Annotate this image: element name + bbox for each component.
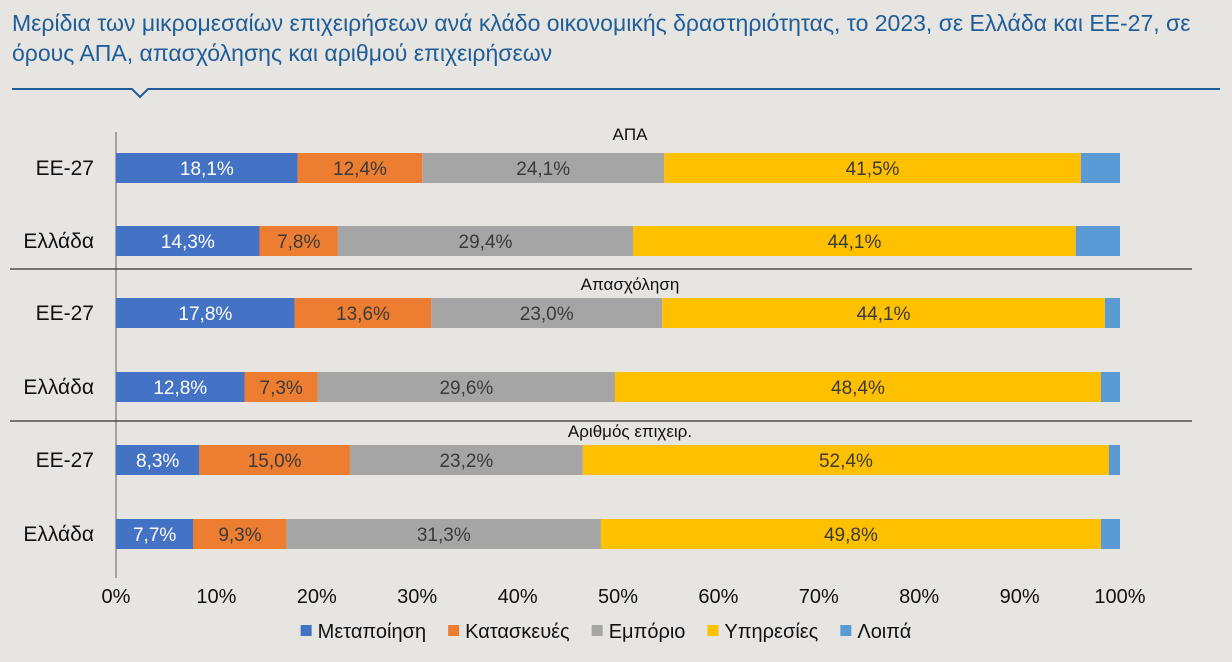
bar-segment bbox=[294, 298, 432, 328]
legend-label: Μεταποίηση bbox=[318, 621, 426, 643]
x-tick-label: 80% bbox=[899, 586, 939, 608]
data-label: 23,2% bbox=[439, 451, 493, 472]
bar-segment bbox=[1100, 372, 1120, 402]
data-label: 14,3% bbox=[161, 232, 215, 253]
bar-segment bbox=[614, 372, 1101, 402]
bar-segment bbox=[582, 445, 1109, 475]
category-label: ΕΕ-27 bbox=[36, 157, 94, 180]
x-tick-label: 20% bbox=[297, 586, 337, 608]
data-label: 29,4% bbox=[459, 232, 513, 253]
legend-swatch bbox=[300, 625, 312, 636]
data-label: 17,8% bbox=[178, 304, 232, 325]
data-label: 15,0% bbox=[248, 451, 302, 472]
data-label: 13,6% bbox=[336, 304, 390, 325]
data-label: 9,3% bbox=[218, 525, 261, 546]
bar-segment bbox=[116, 298, 295, 328]
x-tick-label: 50% bbox=[598, 586, 638, 608]
x-tick-label: 100% bbox=[1094, 586, 1145, 608]
group-label: Αριθμός επιχειρ. bbox=[568, 422, 692, 441]
bar-segment bbox=[662, 298, 1105, 328]
bar-segment bbox=[297, 153, 423, 183]
legend-swatch bbox=[707, 625, 719, 636]
bar-segment bbox=[116, 445, 200, 475]
category-label: Ελλάδα bbox=[23, 376, 94, 399]
bar-segment bbox=[244, 372, 318, 402]
legend-label: Λοιπά bbox=[857, 621, 911, 643]
data-label: 44,1% bbox=[857, 304, 911, 325]
legend-label: Εμπόριο bbox=[609, 621, 686, 643]
bar-segment bbox=[116, 226, 260, 256]
data-label: 44,1% bbox=[828, 232, 882, 253]
category-label: Ελλάδα bbox=[23, 523, 94, 546]
data-label: 8,3% bbox=[136, 451, 179, 472]
data-label: 12,8% bbox=[153, 378, 207, 399]
x-tick-label: 60% bbox=[698, 586, 738, 608]
data-label: 48,4% bbox=[831, 378, 885, 399]
category-label: Ελλάδα bbox=[23, 230, 94, 253]
legend-label: Κατασκευές bbox=[465, 621, 570, 643]
bar-segment bbox=[1104, 298, 1120, 328]
bar-segment bbox=[1108, 445, 1120, 475]
bar-segment bbox=[286, 519, 601, 549]
legend-swatch bbox=[840, 625, 852, 636]
chart-title: Μερίδια των μικρομεσαίων επιχειρήσεων αν… bbox=[12, 10, 1191, 66]
bar-segment bbox=[193, 519, 287, 549]
bar-segment bbox=[1075, 226, 1120, 256]
data-label: 31,3% bbox=[417, 525, 471, 546]
bar-segment bbox=[431, 298, 663, 328]
data-label: 29,6% bbox=[439, 378, 493, 399]
bar-segment bbox=[1100, 519, 1120, 549]
data-label: 24,1% bbox=[516, 159, 570, 180]
data-label: 23,0% bbox=[520, 304, 574, 325]
category-label: ΕΕ-27 bbox=[36, 449, 94, 472]
data-label: 7,7% bbox=[133, 525, 176, 546]
title-underline bbox=[12, 88, 1220, 99]
legend-label: Υπηρεσίες bbox=[724, 621, 818, 643]
bar-segment bbox=[422, 153, 665, 183]
legend-swatch bbox=[448, 625, 460, 636]
group-label: ΑΠΑ bbox=[613, 125, 649, 144]
bar-segment bbox=[600, 519, 1101, 549]
data-label: 7,8% bbox=[277, 232, 320, 253]
bar-segment bbox=[633, 226, 1076, 256]
data-label: 49,8% bbox=[824, 525, 878, 546]
data-label: 7,3% bbox=[260, 378, 303, 399]
x-tick-label: 10% bbox=[196, 586, 236, 608]
bar-segment bbox=[317, 372, 615, 402]
data-label: 41,5% bbox=[846, 159, 900, 180]
bar-segment bbox=[337, 226, 634, 256]
bar-segment bbox=[116, 372, 245, 402]
legend-swatch bbox=[591, 625, 603, 636]
bar-segment bbox=[1080, 153, 1120, 183]
category-label: ΕΕ-27 bbox=[36, 302, 94, 325]
bar-segment bbox=[199, 445, 350, 475]
data-label: 12,4% bbox=[333, 159, 387, 180]
bar-segment bbox=[664, 153, 1081, 183]
bar-segment bbox=[349, 445, 583, 475]
data-label: 52,4% bbox=[819, 451, 873, 472]
bar-segment bbox=[116, 153, 298, 183]
x-tick-label: 90% bbox=[1000, 586, 1040, 608]
bar-segment bbox=[259, 226, 338, 256]
x-tick-label: 40% bbox=[498, 586, 538, 608]
group-label: Απασχόληση bbox=[581, 275, 680, 294]
x-tick-label: 0% bbox=[102, 586, 131, 608]
x-tick-label: 30% bbox=[397, 586, 437, 608]
x-tick-label: 70% bbox=[799, 586, 839, 608]
bar-segment bbox=[116, 519, 194, 549]
data-label: 18,1% bbox=[180, 159, 234, 180]
